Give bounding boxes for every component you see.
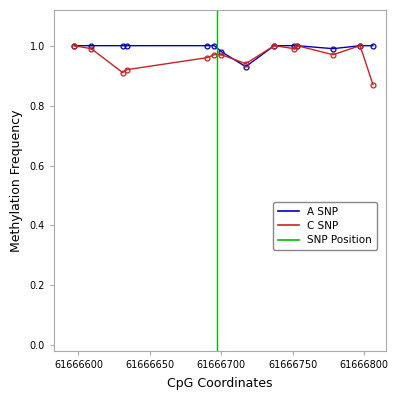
Legend: A SNP, C SNP, SNP Position: A SNP, C SNP, SNP Position	[273, 202, 377, 250]
Y-axis label: Methylation Frequency: Methylation Frequency	[10, 109, 23, 252]
X-axis label: CpG Coordinates: CpG Coordinates	[167, 377, 273, 390]
